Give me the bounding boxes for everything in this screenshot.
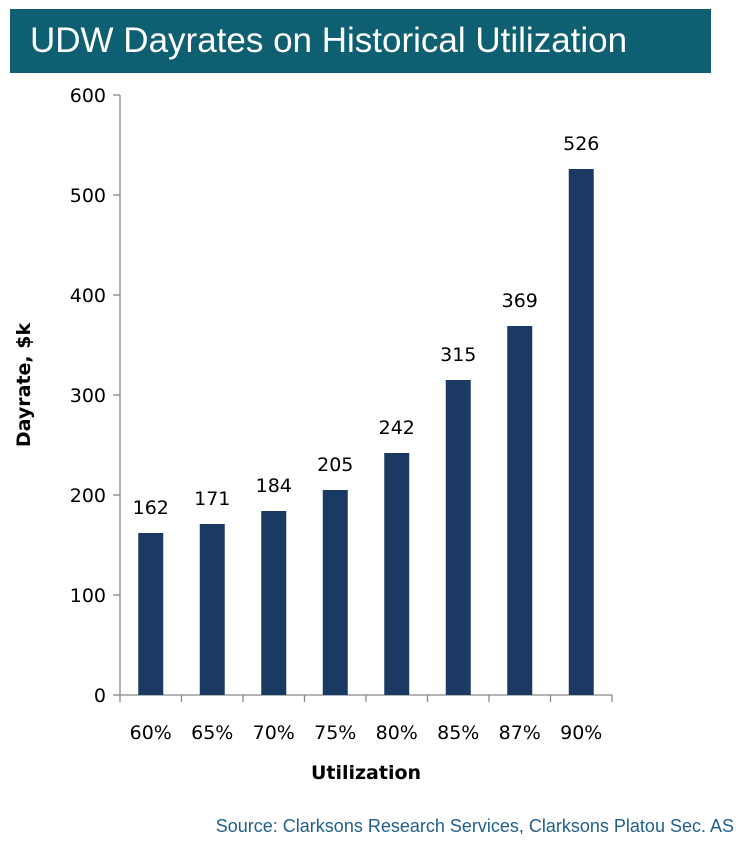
data-label: 184 <box>256 475 292 497</box>
source-note: Source: Clarksons Research Services, Cla… <box>215 816 734 836</box>
x-tick-label: 70% <box>253 722 295 744</box>
data-label: 162 <box>133 497 169 519</box>
data-label: 242 <box>379 417 415 439</box>
x-tick-label: 75% <box>314 722 356 744</box>
y-tick-label: 500 <box>70 185 106 207</box>
y-axis-title: Dayrate, $k <box>13 323 35 448</box>
y-tick-label: 100 <box>70 585 106 607</box>
title-banner: UDW Dayrates on Historical Utilization <box>10 9 711 73</box>
data-label: 526 <box>563 133 599 155</box>
data-label: 369 <box>502 290 538 312</box>
x-tick-label: 90% <box>560 722 602 744</box>
y-tick-label: 600 <box>70 85 106 107</box>
x-tick-label: 60% <box>130 722 172 744</box>
data-label: 315 <box>440 344 476 366</box>
bar <box>384 453 410 695</box>
x-tick-label: 65% <box>191 722 233 744</box>
data-label: 205 <box>317 454 353 476</box>
bar <box>261 511 287 695</box>
bar <box>199 524 225 695</box>
y-tick-label: 0 <box>94 685 106 707</box>
bar <box>568 169 594 695</box>
x-tick-label: 80% <box>376 722 418 744</box>
x-tick-label: 85% <box>437 722 479 744</box>
bar <box>322 490 348 695</box>
y-tick-label: 200 <box>70 485 106 507</box>
bar <box>507 326 533 695</box>
bar <box>138 533 164 695</box>
y-tick-label: 400 <box>70 285 106 307</box>
y-tick-label: 300 <box>70 385 106 407</box>
x-tick-label: 87% <box>499 722 541 744</box>
x-axis-title: Utilization <box>311 762 421 784</box>
page-title: UDW Dayrates on Historical Utilization <box>30 21 628 60</box>
bar <box>445 380 471 695</box>
data-label: 171 <box>194 488 230 510</box>
